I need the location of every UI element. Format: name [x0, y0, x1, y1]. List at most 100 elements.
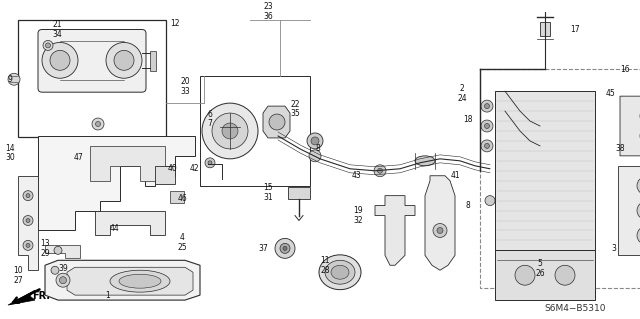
- Bar: [200, 76, 310, 186]
- Circle shape: [23, 216, 33, 226]
- Text: 15
31: 15 31: [263, 183, 273, 202]
- Text: 40: 40: [167, 164, 177, 173]
- Text: 8: 8: [316, 145, 321, 153]
- Text: 9: 9: [8, 75, 12, 84]
- Ellipse shape: [415, 156, 435, 166]
- Circle shape: [280, 243, 290, 253]
- Text: 20
33: 20 33: [180, 77, 190, 96]
- Circle shape: [212, 113, 248, 149]
- Circle shape: [637, 226, 640, 244]
- Circle shape: [269, 114, 285, 130]
- Circle shape: [484, 144, 490, 148]
- Text: 44: 44: [110, 224, 120, 233]
- Circle shape: [275, 238, 295, 258]
- Bar: [150, 51, 156, 71]
- Text: 16: 16: [620, 65, 630, 74]
- Text: 18: 18: [463, 115, 473, 123]
- Text: 38: 38: [615, 145, 625, 153]
- Ellipse shape: [110, 270, 170, 292]
- Polygon shape: [8, 290, 35, 305]
- Circle shape: [484, 104, 490, 108]
- Circle shape: [637, 202, 640, 219]
- Circle shape: [54, 246, 62, 254]
- Text: 46: 46: [177, 194, 187, 203]
- Bar: [540, 22, 550, 36]
- Circle shape: [481, 140, 493, 152]
- Circle shape: [8, 73, 20, 85]
- Ellipse shape: [319, 255, 361, 290]
- Polygon shape: [45, 260, 200, 300]
- Circle shape: [43, 41, 53, 50]
- Text: 6
7: 6 7: [207, 110, 212, 128]
- Circle shape: [26, 194, 30, 198]
- Circle shape: [309, 150, 321, 162]
- Text: 42: 42: [189, 164, 199, 173]
- Bar: [480, 69, 640, 288]
- Bar: [18, 19, 166, 137]
- Circle shape: [92, 118, 104, 130]
- Polygon shape: [95, 211, 165, 235]
- Circle shape: [637, 177, 640, 195]
- Circle shape: [283, 246, 287, 250]
- Circle shape: [26, 243, 30, 247]
- FancyBboxPatch shape: [38, 29, 146, 92]
- Text: 10
27: 10 27: [13, 266, 23, 285]
- Text: 3: 3: [612, 244, 616, 253]
- Text: 8: 8: [466, 201, 470, 210]
- Circle shape: [95, 122, 100, 127]
- Circle shape: [307, 133, 323, 149]
- Text: 12: 12: [170, 19, 180, 28]
- Polygon shape: [620, 96, 640, 156]
- Circle shape: [437, 227, 443, 234]
- Text: 11
28: 11 28: [320, 256, 330, 275]
- Circle shape: [114, 50, 134, 70]
- Text: FR.: FR.: [32, 291, 50, 301]
- Ellipse shape: [119, 274, 161, 288]
- Text: 22
35: 22 35: [290, 100, 300, 118]
- Circle shape: [45, 43, 51, 48]
- Circle shape: [208, 161, 212, 165]
- Circle shape: [202, 103, 258, 159]
- Text: 13
29: 13 29: [40, 239, 50, 258]
- Circle shape: [205, 158, 215, 168]
- Polygon shape: [375, 196, 415, 265]
- Polygon shape: [495, 91, 595, 250]
- Bar: [618, 166, 640, 255]
- Text: 2
24: 2 24: [457, 84, 467, 102]
- Circle shape: [42, 42, 78, 78]
- Circle shape: [222, 123, 238, 139]
- Text: 1: 1: [106, 291, 110, 300]
- Circle shape: [311, 137, 319, 145]
- Bar: [170, 191, 184, 203]
- Polygon shape: [495, 250, 595, 300]
- Circle shape: [26, 219, 30, 222]
- Text: 43: 43: [351, 171, 361, 180]
- Circle shape: [23, 241, 33, 250]
- Circle shape: [106, 42, 142, 78]
- Text: 45: 45: [605, 89, 615, 98]
- Circle shape: [481, 100, 493, 112]
- Circle shape: [50, 50, 70, 70]
- Text: 39: 39: [58, 264, 68, 273]
- Polygon shape: [67, 267, 193, 295]
- Circle shape: [481, 120, 493, 132]
- Circle shape: [484, 123, 490, 129]
- Circle shape: [56, 273, 70, 287]
- Text: 14
30: 14 30: [5, 144, 15, 162]
- Polygon shape: [45, 245, 80, 258]
- Text: 4
25: 4 25: [177, 233, 187, 252]
- Circle shape: [51, 266, 59, 274]
- Polygon shape: [18, 176, 38, 270]
- Polygon shape: [90, 146, 165, 181]
- Circle shape: [515, 265, 535, 285]
- Text: 5
26: 5 26: [535, 259, 545, 278]
- Polygon shape: [425, 176, 455, 270]
- Ellipse shape: [325, 260, 355, 284]
- Circle shape: [60, 277, 67, 284]
- Text: 19
32: 19 32: [353, 206, 363, 225]
- Circle shape: [378, 168, 383, 173]
- Polygon shape: [263, 106, 290, 138]
- Text: 37: 37: [258, 244, 268, 253]
- Circle shape: [23, 191, 33, 201]
- Polygon shape: [38, 136, 195, 230]
